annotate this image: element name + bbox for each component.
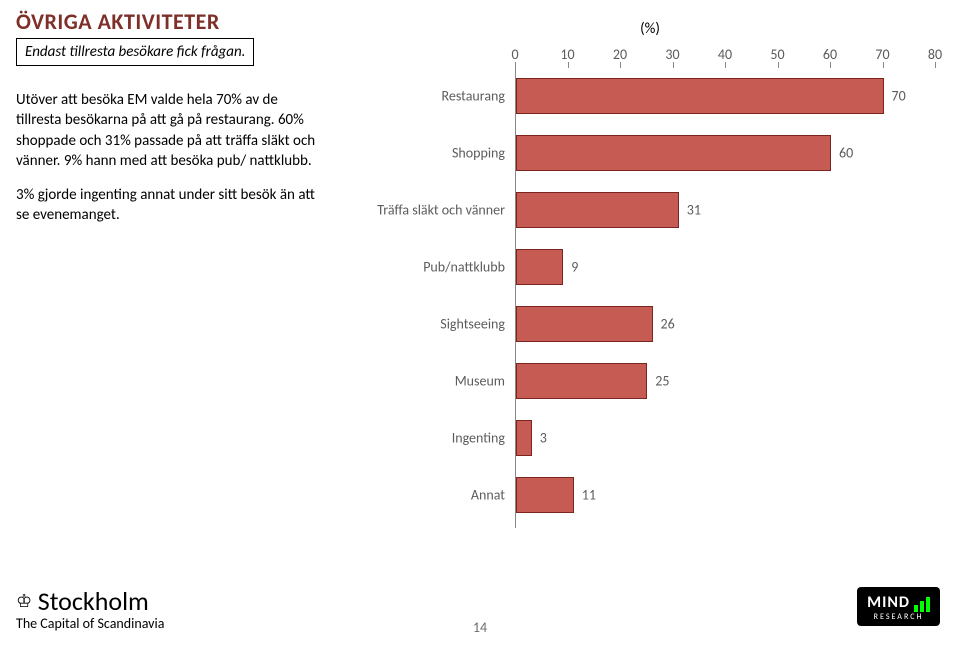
bar [516,249,563,285]
x-tick-label: 20 [613,46,627,63]
page-title: ÖVRIGA AKTIVITETER [16,8,220,35]
chart-plot: Restaurang70 Shopping60 Träffa släkt och v… [515,68,935,528]
subtitle-box: Endast tillresta besökare fick frågan. [16,38,254,66]
bar-category-label: Shopping [345,145,505,162]
chart-area: (%) 0 10 20 30 40 50 60 70 80 Restaurang70 Shoppi… [360,20,940,540]
mind-research-logo: MIND RESEARCH [857,587,940,626]
x-tick-label: 70 [875,46,889,63]
bars-icon [914,596,930,612]
x-tick-label: 60 [823,46,837,63]
stockholm-name: Stockholm [38,585,149,617]
bar [516,135,831,171]
bar-value-label: 9 [571,259,578,276]
bar [516,192,679,228]
x-tick-label: 30 [665,46,679,63]
bar-category-label: Ingenting [345,430,505,447]
crown-icon: ♔ [16,590,28,612]
bar [516,420,532,456]
bar-value-label: 11 [582,487,596,504]
x-tick-label: 0 [511,46,518,63]
bar-row: Restaurang70 [516,78,935,114]
bar-row: Pub/nattklubb9 [516,249,935,285]
description-p1: Utöver att besöka EM valde hela 70% av d… [16,90,326,171]
bar-row: Museum25 [516,363,935,399]
bar [516,306,653,342]
bar-category-label: Annat [345,487,505,504]
bar-value-label: 25 [655,373,669,390]
x-tick-label: 10 [560,46,574,63]
footer: ♔ Stockholm The Capital of Scandinavia 1… [0,556,960,646]
bar-row: Träffa släkt och vänner31 [516,192,935,228]
mind-logo-text: MIND [867,593,910,612]
stockholm-logo: ♔ Stockholm The Capital of Scandinavia [16,585,164,632]
description-p2: 3% gjorde ingenting annat under sitt bes… [16,185,326,226]
bar-value-label: 70 [892,88,906,105]
bar-row: Ingenting3 [516,420,935,456]
x-tick-label: 40 [718,46,732,63]
bar-category-label: Museum [345,373,505,390]
bar-value-label: 60 [839,145,853,162]
bar-value-label: 26 [661,316,675,333]
bar-value-label: 31 [687,202,701,219]
page-number: 14 [473,619,487,636]
bar-category-label: Träffa släkt och vänner [345,202,505,219]
bar-category-label: Restaurang [345,88,505,105]
description-block: Utöver att besöka EM valde hela 70% av d… [16,90,326,240]
bar-category-label: Sightseeing [345,316,505,333]
stockholm-tagline: The Capital of Scandinavia [16,615,164,632]
x-tick-label: 80 [928,46,942,63]
mind-logo-sub: RESEARCH [867,612,930,622]
bar-category-label: Pub/nattklubb [345,259,505,276]
bar [516,477,574,513]
bar [516,363,647,399]
x-tick-label: 50 [770,46,784,63]
bar [516,78,884,114]
chart-percent-label: (%) [360,20,940,38]
bar-row: Sightseeing26 [516,306,935,342]
bar-row: Shopping60 [516,135,935,171]
bar-value-label: 3 [540,430,547,447]
bar-row: Annat11 [516,477,935,513]
